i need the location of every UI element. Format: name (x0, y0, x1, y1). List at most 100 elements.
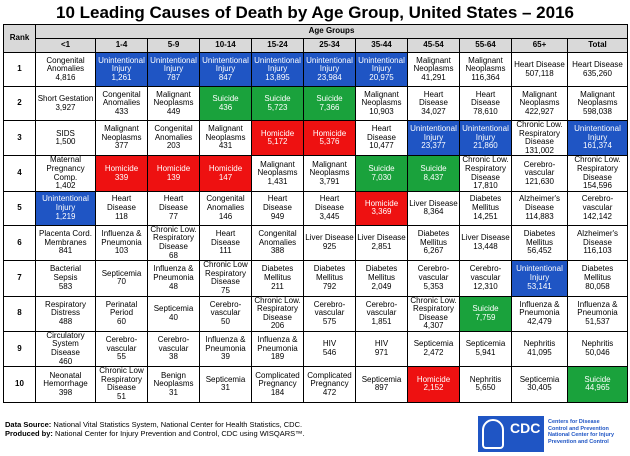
deaths-value: 847 (218, 72, 233, 82)
table-cell: Heart Disease 949 (251, 190, 304, 226)
table-cell: Nephritis 50,046 (567, 330, 628, 368)
column-header-row: <1 1-4 5-9 10-14 15-24 25-34 35-44 45-54 55-64 65… (4, 38, 628, 53)
table-row: 3 SIDS 1,500 Malignant Neoplasms 377 Congenit… (3, 119, 628, 157)
deaths-value: 575 (322, 316, 337, 326)
table-cell: Liver Disease 13,448 (459, 224, 512, 262)
cause-label: Diabetes Mellitus (417, 229, 450, 247)
deaths-value: 80,058 (585, 281, 610, 291)
logo-text-line-3: National Center for Injury (548, 432, 615, 438)
table-cell: Malignant Neoplasms 41,291 (407, 52, 460, 87)
table-cell: Nephritis 41,095 (511, 330, 568, 368)
rank-cell: 2 (3, 86, 36, 121)
cause-label: Bacterial Sepsis (49, 264, 82, 283)
deaths-value: 206 (270, 321, 285, 331)
deaths-value: 12,310 (473, 281, 498, 291)
deaths-value: 398 (58, 387, 73, 397)
table-cell: Homicide 139 (147, 155, 200, 192)
cause-label: Nephritis (581, 339, 614, 349)
cause-label: Complicated Pregnancy (307, 370, 352, 389)
causes-of-death-table: Rank Age Groups <1 1-4 5-9 10-14 15-24 25-34 3… (3, 24, 628, 403)
table-cell: Chronic Low. Respiratory Disease 206 (251, 295, 304, 332)
table-cell: Congenital Anomalies 4,816 (35, 52, 96, 87)
deaths-value: 5,172 (267, 137, 288, 147)
cause-label: Septicemia (413, 339, 454, 349)
table-cell: Diabetes Mellitus 211 (251, 260, 304, 297)
cause-label: Liver Disease (305, 233, 354, 243)
deaths-value: 23,377 (421, 141, 446, 151)
table-cell: Unintentional Injury 847 (199, 52, 252, 87)
deaths-value: 5,650 (475, 383, 496, 393)
rank-cell: 7 (3, 260, 36, 297)
table-cell: Homicide 3,369 (355, 190, 408, 226)
table-cell: Cerebro-vascular 5,353 (407, 260, 460, 297)
deaths-value: 3,927 (55, 102, 76, 112)
cause-label: Cerebro-vascular (581, 194, 614, 212)
cause-label: Heart Disease (471, 89, 500, 108)
deaths-value: 388 (270, 246, 285, 256)
table-cell: Influenza & Pneumonia 48 (147, 260, 200, 297)
column-header: 1-4 (95, 38, 148, 53)
cause-label: Unintentional Injury (574, 124, 621, 142)
cause-label: Chronic Low. Respiratory Disease (516, 120, 563, 147)
table-cell: Septicemia 2,472 (407, 330, 460, 368)
table-cell: Diabetes Mellitus 2,049 (355, 260, 408, 297)
table-cell: Cerebro-vascular 12,310 (459, 260, 512, 297)
deaths-value: 39 (221, 352, 230, 362)
cause-label: Heart Disease (367, 124, 396, 142)
deaths-value: 31 (221, 383, 230, 393)
table-cell: Cerebro-vascular 1,851 (355, 295, 408, 332)
table-cell: Influenza & Pneumonia 42,479 (511, 295, 568, 332)
table-cell: Unintentional Injury 1,261 (95, 52, 148, 87)
column-header: 65+ (511, 38, 568, 53)
cause-label: Chronic Low. Respiratory Disease (254, 296, 301, 322)
table-cell: Septicemia 31 (199, 366, 252, 403)
table-cell: Homicide 339 (95, 155, 148, 192)
cause-label: Suicide (264, 93, 291, 103)
cause-label: Chronic Low. Respiratory Disease (150, 225, 197, 251)
column-header: 10-14 (199, 38, 252, 53)
cause-label: HIV (374, 339, 389, 349)
cause-label: Heart Disease (572, 59, 623, 69)
table-cell: Liver Disease 8,364 (407, 190, 460, 226)
table-cell: Homicide 5,172 (251, 119, 304, 157)
table-cell: Cerebro-vascular 55 (95, 330, 148, 368)
cause-label: Homicide (104, 163, 139, 173)
data-source-label: Data Source: (5, 420, 52, 429)
deaths-value: 68 (169, 250, 178, 260)
table-cell: HIV 971 (355, 330, 408, 368)
cause-label: Homicide (208, 163, 243, 173)
deaths-value: 787 (166, 72, 181, 82)
table-row: 2 Short Gestation 3,927 Congenital Anomalie… (3, 86, 628, 121)
cause-label: Cerebro-vascular (157, 335, 190, 353)
deaths-value: 1,431 (267, 176, 288, 186)
table-cell: HIV 546 (303, 330, 356, 368)
column-header: 15-24 (251, 38, 304, 53)
table-cell: Circulatory System Disease 460 (35, 330, 96, 368)
cause-label: Heart Disease (419, 89, 448, 108)
cause-label: Diabetes Mellitus (523, 229, 556, 247)
table-cell: Congenital Anomalies 433 (95, 86, 148, 121)
table-cell: Liver Disease 925 (303, 224, 356, 262)
deaths-value: 21,860 (473, 141, 498, 151)
cause-label: Homicide (364, 198, 399, 208)
deaths-value: 139 (166, 172, 181, 182)
deaths-value: 7,366 (319, 102, 340, 112)
deaths-value: 44,965 (585, 383, 610, 393)
cause-label: Influenza & Pneumonia (257, 335, 298, 353)
table-cell: Nephritis 5,650 (459, 366, 512, 403)
deaths-value: 339 (114, 172, 129, 182)
table-cell: Congenital Anomalies 203 (147, 119, 200, 157)
deaths-value: 431 (218, 141, 233, 151)
column-header: 35-44 (355, 38, 408, 53)
table-cell: Chronic Low Respiratory Disease 51 (95, 366, 148, 403)
cause-label: Malignant Neoplasms (465, 55, 506, 74)
deaths-value: 13,448 (473, 241, 498, 251)
deaths-value: 971 (374, 348, 389, 358)
deaths-value: 8,364 (423, 207, 444, 217)
table-cell: Malignant Neoplasms 449 (147, 86, 200, 121)
table-cell: Cerebro-vascular 575 (303, 295, 356, 332)
rank-cell: 6 (3, 224, 36, 262)
table-cell: Respiratory Distress 488 (35, 295, 96, 332)
deaths-value: 8,437 (423, 172, 444, 182)
table-body: 1 Congenital Anomalies 4,816 Unintentional … (3, 52, 628, 403)
